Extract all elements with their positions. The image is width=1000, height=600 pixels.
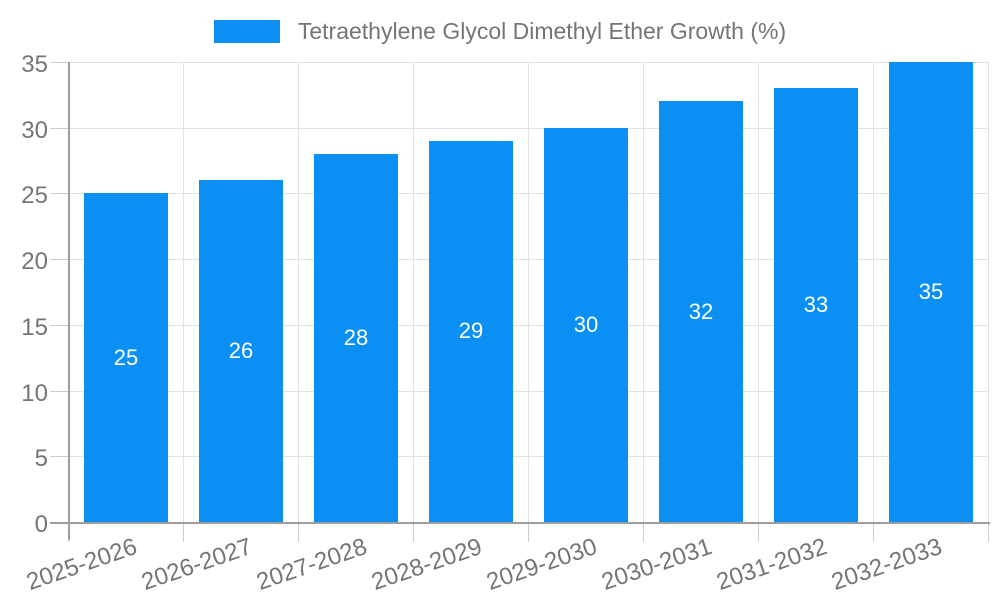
x-axis-tick	[873, 524, 874, 542]
gridline-v	[298, 62, 299, 522]
y-tick-label: 35	[21, 51, 48, 78]
y-axis-tick	[50, 456, 68, 458]
x-axis-tick	[183, 524, 184, 542]
y-tick-label: 0	[34, 511, 48, 538]
gridline-v	[528, 62, 529, 522]
y-tick-label: 30	[21, 116, 48, 144]
bar-value-label: 32	[688, 298, 714, 324]
gridline-v	[643, 62, 644, 522]
y-axis-tick	[50, 193, 68, 195]
y-axis-line	[68, 62, 70, 540]
legend-label: Tetraethylene Glycol Dimethyl Ether Grow…	[297, 18, 787, 44]
bar-value-label: 35	[918, 279, 944, 304]
bar-value-label: 26	[228, 338, 254, 364]
y-tick-label: 25	[21, 182, 48, 210]
x-axis-line	[50, 522, 990, 524]
x-axis-tick	[643, 524, 644, 542]
y-tick-label: 5	[34, 445, 48, 473]
bar-value-label: 33	[803, 292, 829, 318]
bar-2029-2030[interactable]: 30	[544, 127, 628, 522]
legend-swatch	[213, 20, 280, 43]
gridline-v	[988, 62, 989, 522]
y-axis-tick	[50, 127, 68, 129]
gridline-v	[183, 62, 184, 522]
bar-2030-2031[interactable]: 32	[659, 101, 743, 522]
plot-area: 25 26 28 29 30 32 33 35	[68, 62, 989, 522]
y-axis-tick	[50, 390, 68, 392]
x-axis-tick	[988, 524, 989, 542]
x-axis-tick	[298, 524, 299, 542]
y-axis-tick	[50, 62, 68, 63]
x-axis-tick	[758, 524, 759, 542]
gridline-v	[413, 62, 414, 522]
bar-2025-2026[interactable]: 25	[84, 193, 168, 522]
x-axis-tick	[528, 524, 529, 542]
y-tick-label: 15	[21, 313, 48, 341]
y-tick-label: 20	[21, 248, 48, 276]
gridline-v	[873, 62, 874, 522]
y-tick-label: 10	[21, 379, 48, 407]
bar-2031-2032[interactable]: 33	[774, 88, 858, 522]
gridline-v	[758, 62, 759, 522]
y-axis-tick	[50, 324, 68, 326]
bar-value-label: 29	[458, 318, 484, 344]
bar-value-label: 30	[573, 311, 599, 337]
bar-value-label: 25	[113, 344, 139, 370]
bar-2026-2027[interactable]: 26	[199, 180, 283, 522]
x-axis-tick	[413, 524, 414, 542]
bar-2028-2029[interactable]: 29	[429, 140, 513, 522]
bar-2032-2033[interactable]: 35	[889, 62, 973, 522]
y-axis-tick	[50, 259, 68, 261]
legend[interactable]: Tetraethylene Glycol Dimethyl Ether Grow…	[0, 18, 1000, 45]
bar-value-label: 28	[343, 325, 369, 350]
bar-2027-2028[interactable]: 28	[314, 154, 398, 522]
